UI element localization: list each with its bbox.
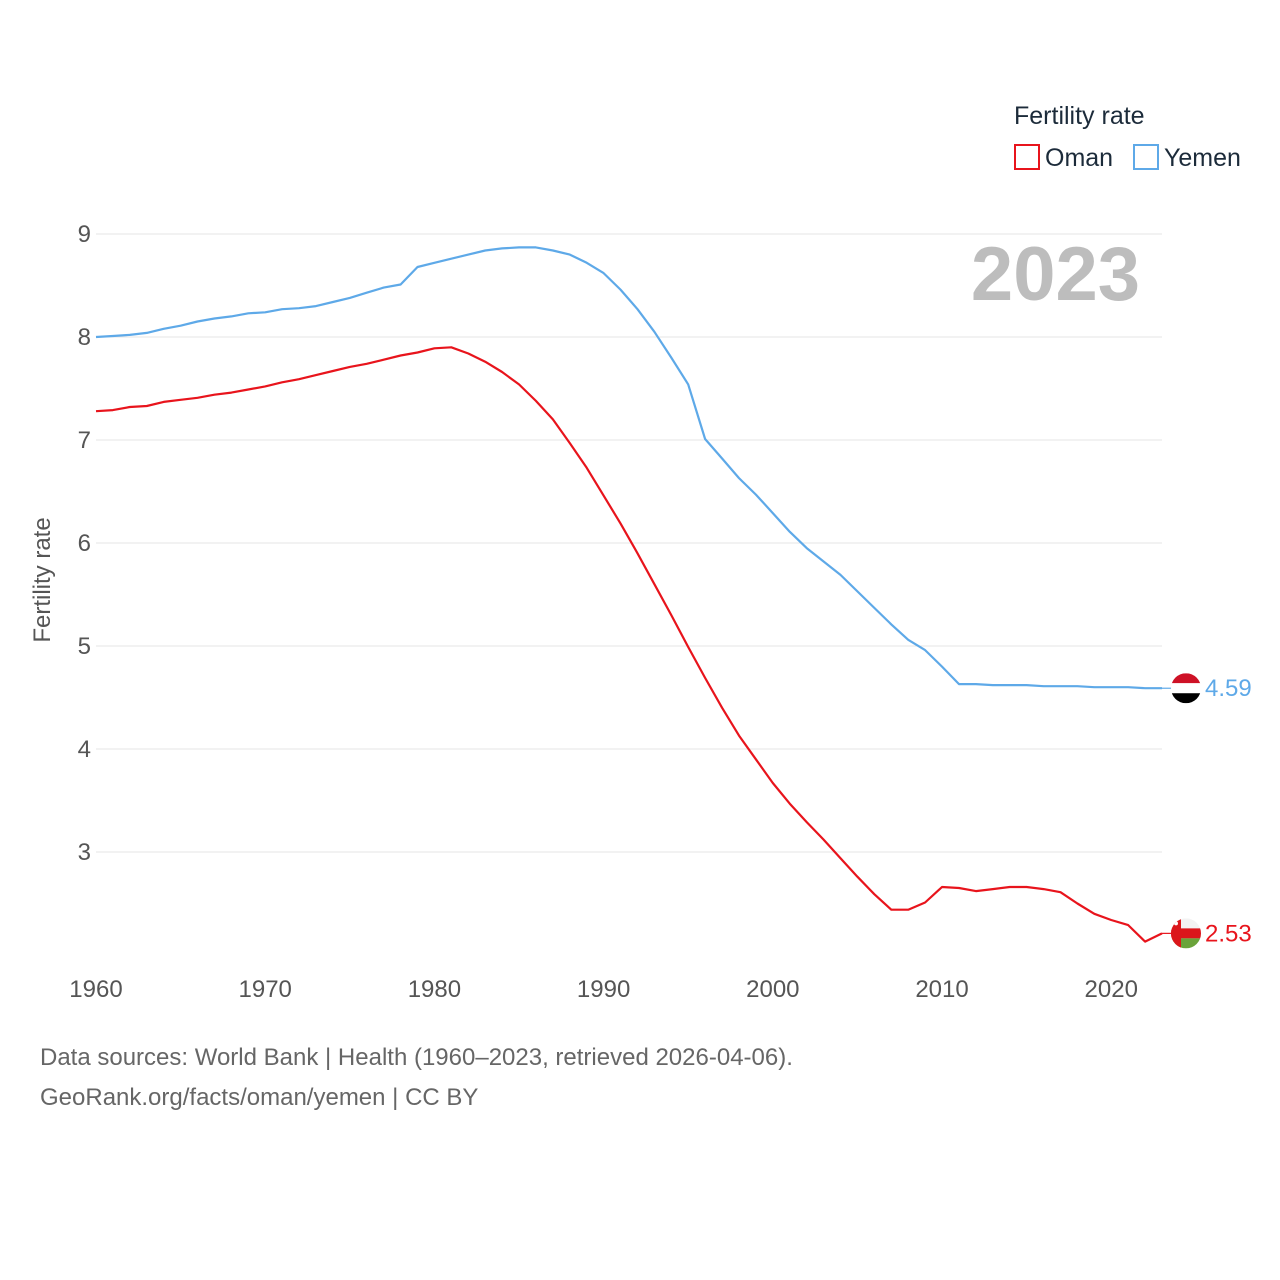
- x-axis-ticks: 1960 1970 1980 1990 2000 2010 2020: [69, 976, 1138, 1003]
- y-tick-3: 3: [78, 839, 91, 866]
- oman-end-label: 2.53: [1205, 920, 1252, 947]
- yemen-line: [95, 246, 1162, 690]
- oman-line: [95, 346, 1163, 943]
- x-tick-2020: 2020: [1085, 976, 1138, 1003]
- legend-label-yemen: Yemen: [1164, 144, 1241, 172]
- y-tick-6: 6: [78, 530, 91, 557]
- yemen-flag-icon: [1171, 673, 1201, 704]
- data-source-note: Data sources: World Bank | Health (1960–…: [40, 1044, 793, 1071]
- series-lines: [95, 246, 1163, 943]
- legend: Fertility rate Oman Yemen: [1014, 102, 1241, 172]
- y-tick-7: 7: [78, 427, 91, 454]
- y-axis-label: Fertility rate: [29, 517, 56, 642]
- legend-item-oman: Oman: [1014, 144, 1113, 172]
- y-axis-ticks: 3 4 5 6 7 8 9: [78, 221, 91, 866]
- year-label: 2023: [971, 232, 1140, 317]
- legend-swatch-yemen: [1133, 144, 1159, 170]
- x-tick-1990: 1990: [577, 976, 630, 1003]
- legend-swatch-oman: [1014, 144, 1040, 170]
- yemen-end-label: 4.59: [1205, 675, 1252, 702]
- x-tick-2010: 2010: [915, 976, 968, 1003]
- legend-title: Fertility rate: [1014, 102, 1145, 130]
- credit-link[interactable]: GeoRank.org/facts/oman/yemen | CC BY: [40, 1084, 479, 1111]
- grid-lines: [96, 233, 1162, 853]
- line-chart: 3 4 5 6 7 8 9 1960 1970 1980 1990 2000 2010 2020 Fer…: [29, 102, 1252, 1003]
- y-tick-9: 9: [78, 221, 91, 248]
- x-tick-1970: 1970: [239, 976, 292, 1003]
- oman-flag-icon: [1171, 918, 1201, 949]
- x-tick-1980: 1980: [408, 976, 461, 1003]
- x-tick-1960: 1960: [69, 976, 122, 1003]
- legend-label-oman: Oman: [1045, 144, 1113, 172]
- y-tick-8: 8: [78, 324, 91, 351]
- x-tick-2000: 2000: [746, 976, 799, 1003]
- end-markers: 2.53 4.59: [1162, 673, 1252, 949]
- legend-item-yemen: Yemen: [1133, 144, 1241, 172]
- y-tick-4: 4: [78, 736, 91, 763]
- y-tick-5: 5: [78, 633, 91, 660]
